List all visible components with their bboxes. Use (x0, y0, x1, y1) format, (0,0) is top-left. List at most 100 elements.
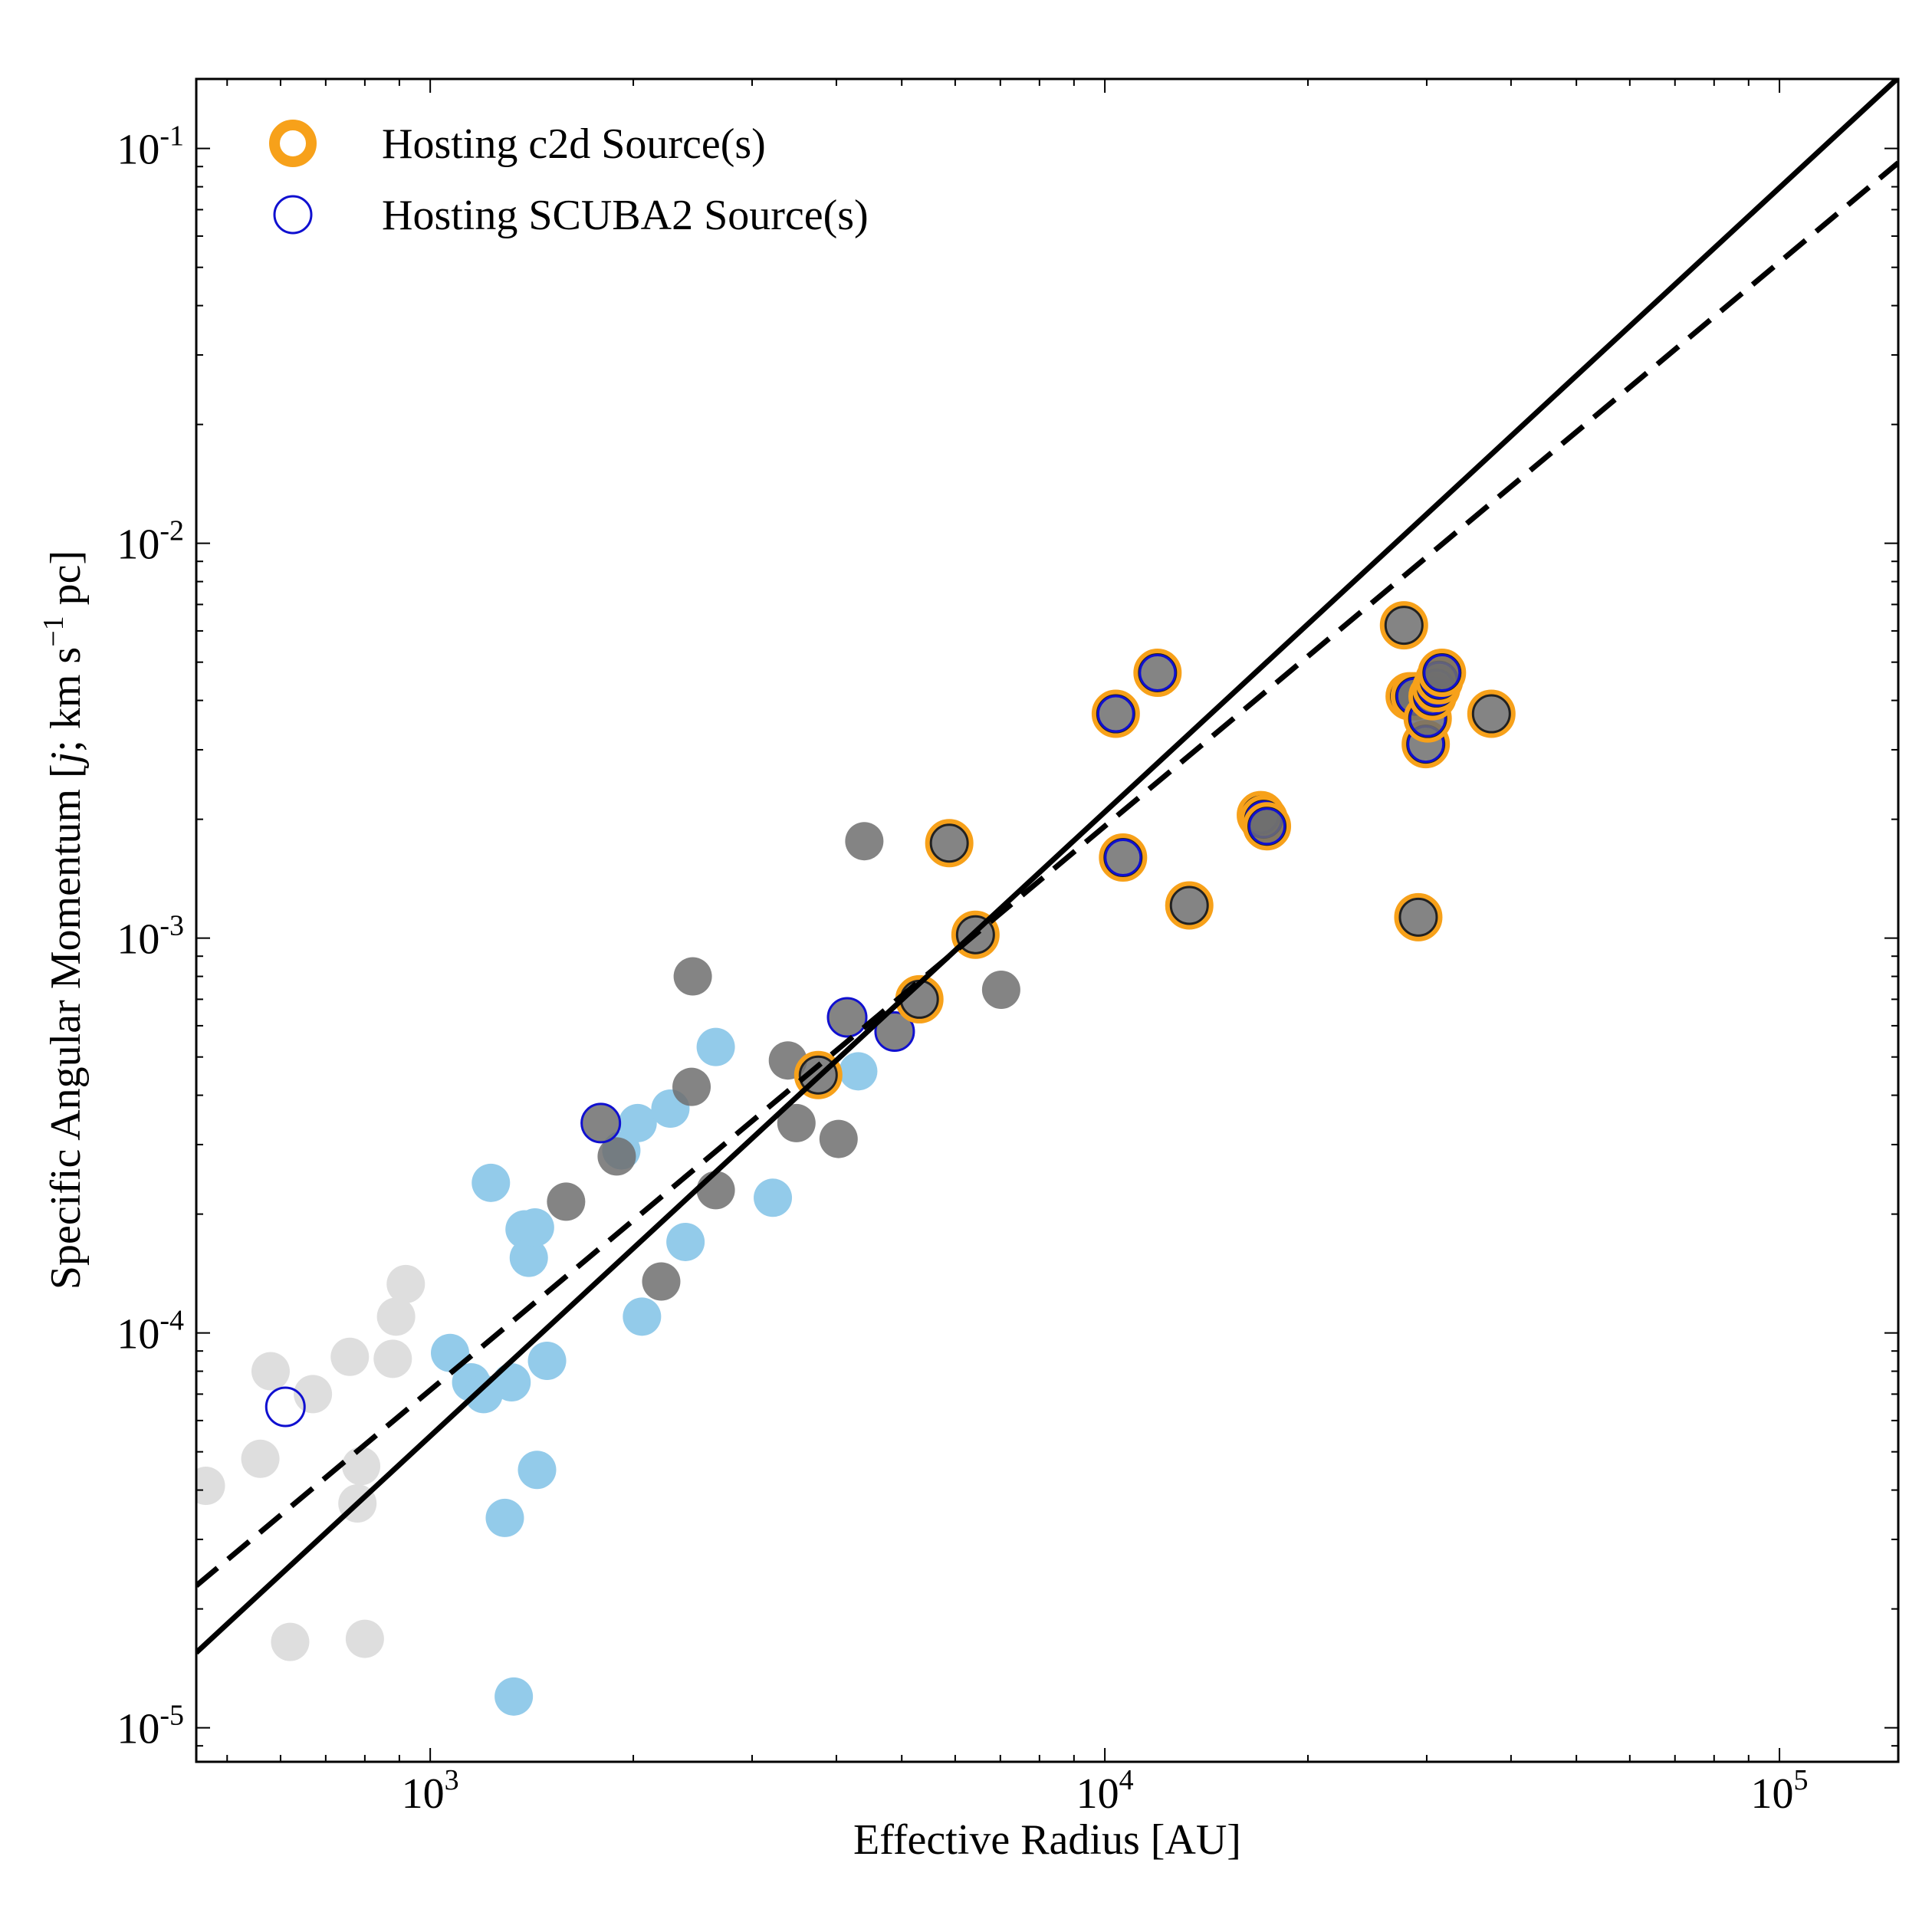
point-outline (1471, 694, 1511, 734)
orange-ring (794, 1050, 843, 1099)
orange-ring (951, 910, 1000, 959)
orange-ring (1243, 802, 1292, 851)
point-fill (696, 1171, 735, 1210)
point-fill (839, 1052, 878, 1091)
data-point (264, 1386, 306, 1428)
point-fill (373, 1339, 412, 1378)
point-fill (696, 1027, 735, 1066)
axis-ticks: 103 104 105 10-5 10-4 10-3 10-2 10-1 (117, 79, 1898, 1818)
data-point (580, 1102, 622, 1144)
fit-lines (196, 79, 1898, 1655)
point-fill (241, 1439, 280, 1478)
point-fill (495, 1677, 534, 1716)
x-tick-label: 104 (1076, 1764, 1134, 1818)
point-fill (1138, 653, 1177, 692)
orange-ring (925, 819, 974, 868)
orange-ring (1394, 892, 1443, 941)
data-point (251, 1352, 290, 1391)
data-point (666, 1222, 705, 1261)
blue-ring (1104, 839, 1142, 877)
point-outline (1384, 606, 1424, 646)
data-layer (196, 601, 1516, 1716)
point-outline (798, 1055, 838, 1095)
orange-ring (1133, 649, 1182, 698)
data-point (527, 1341, 567, 1380)
point-fill (376, 1297, 416, 1336)
data-point (673, 957, 712, 996)
point-fill (1103, 838, 1142, 877)
data-point (515, 1208, 554, 1247)
point-fill (754, 1178, 793, 1217)
point-fill (386, 1264, 426, 1303)
point-fill (642, 1262, 681, 1301)
x-tick-label: 105 (1751, 1764, 1809, 1818)
data-point (330, 1337, 370, 1376)
y-axis-label-j: j (42, 752, 90, 769)
point-outline (929, 823, 969, 863)
point-fill (547, 1182, 586, 1221)
blue-ring (1096, 695, 1135, 733)
point-fill (271, 1622, 310, 1661)
legend-marker-blue-ring (273, 195, 313, 235)
legend-label-c2d: Hosting c2d Source(s) (382, 120, 766, 168)
orange-ring (1467, 689, 1516, 738)
point-fill (845, 822, 884, 861)
point-fill (981, 970, 1020, 1009)
x-tick-label: 103 (402, 1764, 459, 1818)
data-point (1394, 892, 1443, 941)
point-fill (342, 1447, 381, 1486)
data-point (1418, 649, 1467, 698)
data-point (1467, 689, 1516, 738)
y-axis-label-unit: ; km s (42, 647, 90, 752)
point-fill (777, 1103, 816, 1142)
y-tick-label: 10-4 (117, 1305, 184, 1359)
point-fill (527, 1341, 567, 1380)
data-point (547, 1182, 586, 1221)
point-fill (819, 1119, 858, 1158)
data-point (777, 1103, 816, 1142)
blue-ring (264, 1386, 306, 1428)
point-fill (875, 1012, 914, 1051)
data-point (1243, 802, 1292, 851)
data-point (345, 1619, 384, 1658)
data-point (839, 1052, 878, 1091)
orange-ring (1099, 833, 1148, 882)
blue-ring (1138, 654, 1177, 692)
legend-item-scuba2: Hosting SCUBA2 Source(s) (273, 192, 869, 239)
point-fill (672, 1067, 711, 1106)
point-fill (581, 1103, 620, 1142)
data-point (271, 1622, 310, 1661)
point-outline (1398, 897, 1438, 937)
point-fill (345, 1619, 384, 1658)
data-point (196, 1467, 225, 1506)
point-fill (623, 1297, 662, 1336)
point-fill (666, 1222, 705, 1261)
data-point (1091, 689, 1140, 738)
data-point (342, 1447, 381, 1486)
point-fill (196, 1467, 225, 1506)
data-point (1099, 833, 1148, 882)
data-point (819, 1119, 858, 1158)
legend-label-scuba2: Hosting SCUBA2 Source(s) (382, 192, 869, 239)
data-point (623, 1297, 662, 1336)
data-point (373, 1339, 412, 1378)
data-point (618, 1103, 657, 1142)
data-point (492, 1362, 531, 1401)
point-fill (1170, 886, 1209, 925)
y-tick-label: 10-2 (117, 515, 184, 569)
point-fill (1385, 606, 1424, 645)
data-point (376, 1297, 416, 1336)
y-axis-label-exp: −1 (38, 616, 70, 646)
point-fill (673, 957, 712, 996)
data-point (754, 1178, 793, 1217)
x-axis-label: Effective Radius [AU] (853, 1816, 1241, 1864)
orange-ring (1418, 649, 1467, 698)
y-tick-label: 10-5 (117, 1700, 184, 1753)
data-point (672, 1067, 711, 1106)
y-tick-label: 10-3 (117, 910, 184, 964)
orange-ring (1379, 601, 1428, 650)
data-point (642, 1262, 681, 1301)
data-point (509, 1238, 548, 1277)
point-fill (828, 997, 867, 1037)
